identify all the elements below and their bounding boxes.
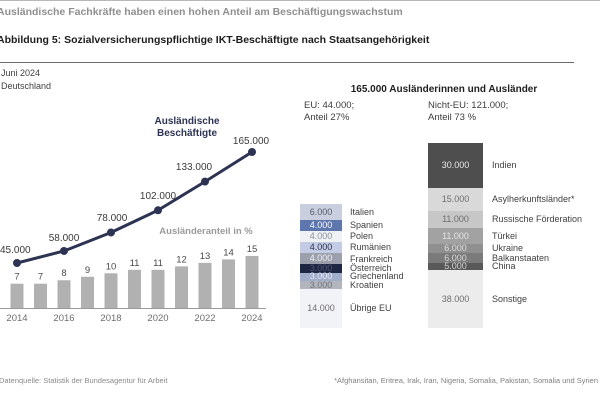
stack-segment: 3.000 [300,263,342,273]
stack-segment: 15.000 [428,188,483,211]
share-bar [222,259,235,308]
stack-segment: 14.000 [300,289,342,328]
eu-summary-line2: Anteil 27% [304,112,350,124]
share-bar [175,266,188,308]
segment-label: Italien [350,206,375,217]
line-value-label: 102.000 [140,191,177,202]
x-tick-label: 2020 [147,313,168,324]
x-tick-label: 2024 [241,313,262,324]
segment-label: Balkanstaaten [492,252,550,263]
share-bar [104,273,118,308]
share-bar-value: 9 [85,265,90,276]
stack-segment: 6.000 [428,244,483,254]
share-bar-value: 11 [153,258,163,269]
share-bar-value: 7 [14,272,19,283]
segment-label: Spanien [350,220,384,231]
segment-label: Österreich [350,263,392,274]
line-marker [154,206,162,215]
kicker-headline: Ausländische Fachkräfte haben einen hohe… [0,6,403,18]
share-bar [34,283,47,308]
stack-segment: 3.000 [300,272,342,281]
stack-segment: 6.000 [300,203,342,221]
stack-segment: 5.000 [428,262,483,271]
x-tick-label: 2018 [100,313,121,324]
employment-line [16,150,253,265]
line-marker [201,177,209,186]
x-tick-label: 2014 [6,313,27,324]
eu-summary: EU: 44.000; Anteil 27% [304,100,354,125]
line-series-label: Ausländische Beschäftigte [154,116,220,139]
footnote: *Afghansitan, Eritrea, Irak, Iran, Niger… [334,376,598,385]
non-eu-stacked-bar: 30.000 15.000 11.000 11.000 6.000 6.000 5.000 3… [428,142,483,328]
stack-segment: 4.000 [300,231,342,243]
share-bar-value: 8 [61,268,66,279]
share-bar [151,269,165,308]
line-marker [13,259,21,267]
stack-segment: 4.000 [300,242,342,254]
non-eu-summary-line2: Anteil 73 % [428,112,477,124]
eu-stacked-bar: 6.000 4.000 4.000 4.000 4.000 3.000 3.000 3.000… [300,203,342,328]
right-panel-title: 165.000 Ausländerinnen und Ausländer [350,84,538,95]
segment-label: Übrige EU [350,303,392,314]
non-eu-summary: Nicht-EU: 121.000; Anteil 73 % [428,100,508,125]
line-value-label: 133.000 [176,162,213,173]
stack-segment: 3.000 [300,280,342,289]
stack-segment: 4.000 [300,220,342,232]
meta-date: Juni 2024 [1,68,41,78]
share-bar-value: 14 [223,247,234,258]
share-bar [245,255,259,308]
top-border-line [0,0,600,1]
stack-segment: 11.000 [428,227,483,245]
x-tick-label: 2016 [53,313,74,324]
share-bar-value: 13 [200,251,211,262]
stack-segment: 6.000 [428,253,483,263]
segment-label: Frankreich [350,253,393,264]
stack-segment: 38.000 [428,270,483,328]
segment-label: Indien [492,159,517,170]
share-bar-value: 12 [176,254,187,265]
x-tick-label: 2022 [194,313,215,324]
share-bar [57,280,71,308]
share-bar [198,262,212,308]
line-marker [107,228,115,237]
segment-label: Asylherkunftsländer* [492,194,575,205]
line-marker [60,246,68,255]
segment-label: Griechenland [350,271,404,282]
data-source: Datenquelle: Statistik der Bundesagentur… [0,376,168,385]
segment-label: Polen [350,231,374,242]
share-bar-value: 15 [247,244,258,255]
stack-segment: 4.000 [300,253,342,265]
segment-label: Rumänien [350,242,392,253]
segment-label: Ukraine [492,243,524,254]
line-value-label: 78.000 [97,213,128,224]
line-marker [248,148,256,156]
line-value-label: 165.000 [233,136,270,147]
line-value-label: 45.000 [0,245,31,256]
line-value-label: 58.000 [49,233,80,244]
segment-label: Kroatien [350,279,384,290]
share-bar [10,283,24,308]
share-bar-value: 11 [130,258,140,269]
meta-region: Deutschland [1,81,52,91]
employment-trend-chart: 7 7 8 9 10 11 11 12 13 14 15 2014 2016 2018 2020 2022 20… [0,136,270,324]
share-bar-value: 7 [38,272,43,283]
non-eu-summary-line1: Nicht-EU: 121.000; [428,100,509,111]
segment-label: Sonstige [492,293,528,304]
share-bar-value: 10 [106,261,117,272]
title-underline [0,62,574,63]
bar-series-label: Ausländeranteil in % [159,226,253,237]
eu-summary-line1: EU: 44.000; [304,100,355,111]
stack-segment: 30.000 [428,142,483,189]
segment-label: China [492,260,516,271]
share-bar [128,269,141,308]
share-bar [81,276,94,308]
figure-title: Abbildung 5: Sozialversicherungspflichti… [0,34,430,46]
segment-label: Türkei [492,230,518,241]
stack-segment: 11.000 [428,210,483,228]
segment-label: Russische Förderation [492,213,583,224]
